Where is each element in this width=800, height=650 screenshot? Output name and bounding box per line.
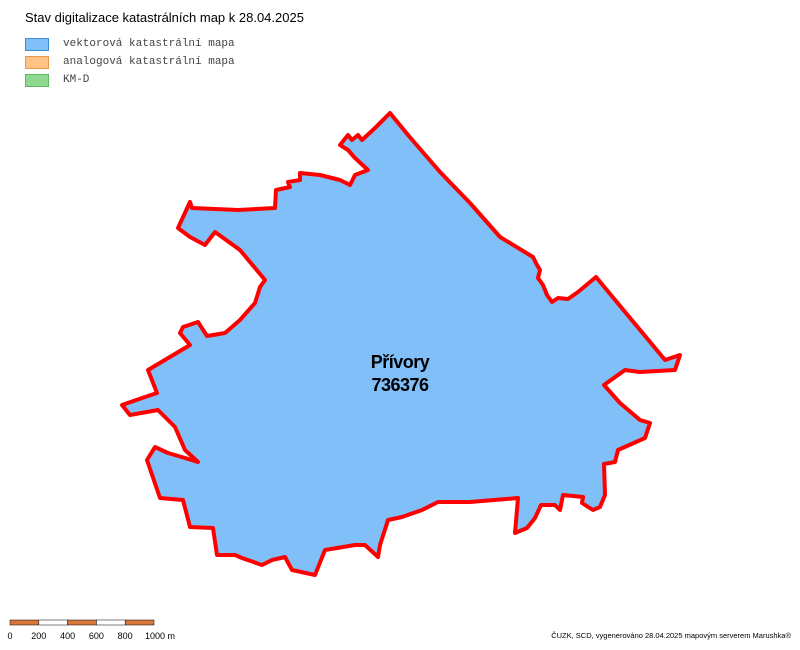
- scale-label: 200: [31, 631, 47, 641]
- legend-item: vektorová katastrální mapa: [25, 35, 235, 53]
- scale-segment: [124, 619, 155, 626]
- legend-swatch: [25, 37, 49, 51]
- legend: vektorová katastrální mapa analogová kat…: [25, 35, 235, 89]
- scale-segment: [9, 619, 40, 626]
- parcel-name: Přívory: [371, 352, 430, 372]
- scale-segment: [38, 619, 68, 626]
- legend-item: KM-D: [25, 71, 235, 89]
- legend-label: vektorová katastrální mapa: [63, 38, 235, 50]
- parcel-boundary: [120, 111, 682, 577]
- scale-label: 1000 m: [144, 631, 176, 641]
- scale-segment: [67, 619, 97, 626]
- scale-label: 0: [7, 631, 13, 641]
- scale-segment: [96, 619, 126, 626]
- scale-bar: [9, 619, 155, 626]
- scale-label: 600: [88, 631, 104, 641]
- parcel-code: 736376: [371, 375, 429, 395]
- credit: ČUZK, SCD, vygenerováno 28.04.2025 mapov…: [551, 631, 791, 640]
- scale-label: 400: [60, 631, 76, 641]
- legend-swatch: [25, 55, 49, 69]
- legend-swatch: [25, 73, 49, 87]
- scale-label: 800: [117, 631, 133, 641]
- legend-item: analogová katastrální mapa: [25, 53, 235, 71]
- legend-label: KM-D: [63, 74, 90, 86]
- legend-label: analogová katastrální mapa: [63, 56, 235, 68]
- map-title: Stav digitalizace katastrálních map k 28…: [25, 10, 304, 25]
